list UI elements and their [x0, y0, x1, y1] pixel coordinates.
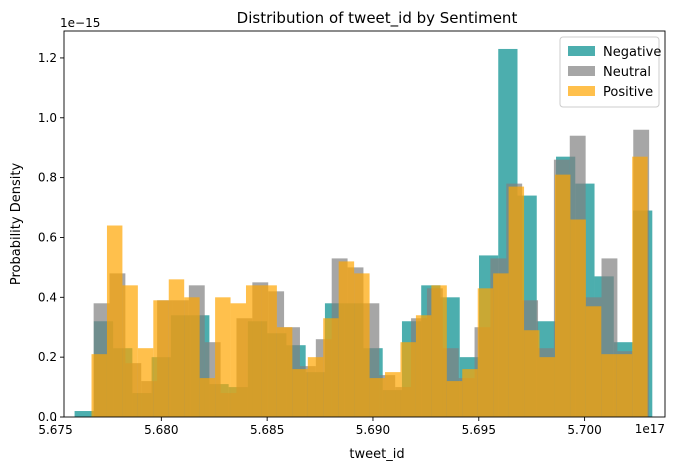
bar-positive-13 — [292, 369, 308, 417]
bar-positive-23 — [446, 381, 463, 417]
bar-negative-0 — [74, 411, 94, 417]
bar-positive-11 — [261, 285, 277, 417]
bar-positive-34 — [616, 354, 633, 417]
y-tick-label-0: 0.0 — [38, 410, 57, 424]
bar-positive-22 — [431, 285, 447, 417]
axes-layer: 5.675 5.680 5.685 5.690 5.695 5.700 0.0 0.2 0.4 0… — [38, 30, 666, 437]
bar-positive-12 — [276, 327, 293, 417]
y-tick-label-4: 0.8 — [38, 171, 57, 185]
bar-positive-4 — [153, 300, 169, 417]
bar-positive-29 — [539, 357, 555, 417]
x-tick-label-0: 5.675 — [38, 423, 72, 437]
bar-positive-1 — [106, 225, 123, 417]
bar-positive-18 — [369, 378, 386, 417]
legend-label-neutral: Neutral — [603, 65, 651, 80]
x-tick-label-3: 5.690 — [356, 423, 390, 437]
legend-swatch-negative — [568, 46, 595, 56]
bar-positive-31 — [570, 219, 586, 417]
bar-positive-30 — [554, 174, 571, 417]
bar-positive-6 — [184, 297, 200, 417]
legend-swatch-neutral — [568, 66, 595, 76]
bar-positive-20 — [400, 342, 416, 417]
bar-positive-7 — [199, 378, 216, 417]
bar-positive-16 — [338, 261, 355, 417]
x-axis-label: tweet_id — [349, 447, 404, 462]
bar-positive-19 — [385, 372, 401, 417]
y-tick-label-2: 0.4 — [38, 290, 57, 304]
y-tick-label-1: 0.2 — [38, 350, 57, 364]
bar-positive-0 — [91, 354, 107, 417]
bar-positive-26 — [493, 273, 509, 417]
bar-positive-2 — [122, 285, 138, 417]
x-tick-label-1: 5.680 — [144, 423, 178, 437]
x-tick-label-5: 5.700 — [567, 423, 601, 437]
bar-positive-8 — [215, 297, 231, 417]
y-tick-label-5: 1.0 — [38, 111, 57, 125]
y-tick-label-3: 0.6 — [38, 230, 57, 244]
legend-label-negative: Negative — [603, 45, 661, 60]
bar-positive-25 — [477, 288, 494, 417]
y-axis-label: Probability Density — [9, 163, 24, 286]
bar-positive-15 — [323, 318, 339, 417]
plot-frame — [63, 30, 666, 418]
legend-label-positive: Positive — [603, 85, 653, 100]
bar-positive-17 — [354, 273, 370, 417]
x-axis-multiplier: 1e17 — [635, 422, 665, 436]
y-axis-multiplier: 1e−15 — [60, 16, 100, 30]
bar-positive-32 — [585, 306, 602, 417]
legend-swatch-positive — [568, 86, 595, 96]
x-tick-label-4: 5.695 — [462, 423, 496, 437]
series-positive — [91, 156, 648, 418]
bar-positive-21 — [415, 315, 432, 417]
chart-title: Distribution of tweet_id by Sentiment — [237, 9, 518, 28]
y-tick-label-6: 1.2 — [38, 51, 57, 65]
bar-positive-5 — [168, 279, 185, 417]
bar-positive-35 — [632, 156, 648, 418]
bar-positive-3 — [137, 348, 154, 417]
bars-layer — [74, 48, 653, 418]
bar-positive-33 — [601, 354, 617, 417]
bar-positive-27 — [508, 186, 525, 417]
bar-positive-9 — [230, 303, 246, 417]
legend: Negative Neutral Positive — [559, 36, 661, 108]
bar-positive-14 — [307, 357, 324, 417]
bar-positive-24 — [462, 369, 478, 417]
bar-positive-10 — [245, 285, 262, 417]
x-tick-label-2: 5.685 — [250, 423, 284, 437]
bar-positive-28 — [524, 330, 540, 417]
